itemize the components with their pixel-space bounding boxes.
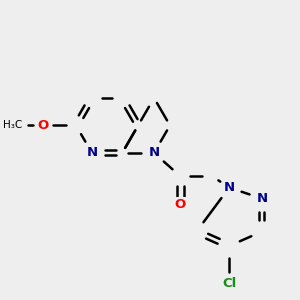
Text: H₃C: H₃C — [3, 120, 22, 130]
Text: Cl: Cl — [222, 277, 236, 290]
Text: O: O — [174, 198, 186, 212]
Text: N: N — [148, 146, 160, 159]
Text: O: O — [37, 119, 48, 132]
Text: N: N — [224, 181, 235, 194]
Text: N: N — [256, 192, 268, 205]
Text: N: N — [86, 146, 98, 159]
